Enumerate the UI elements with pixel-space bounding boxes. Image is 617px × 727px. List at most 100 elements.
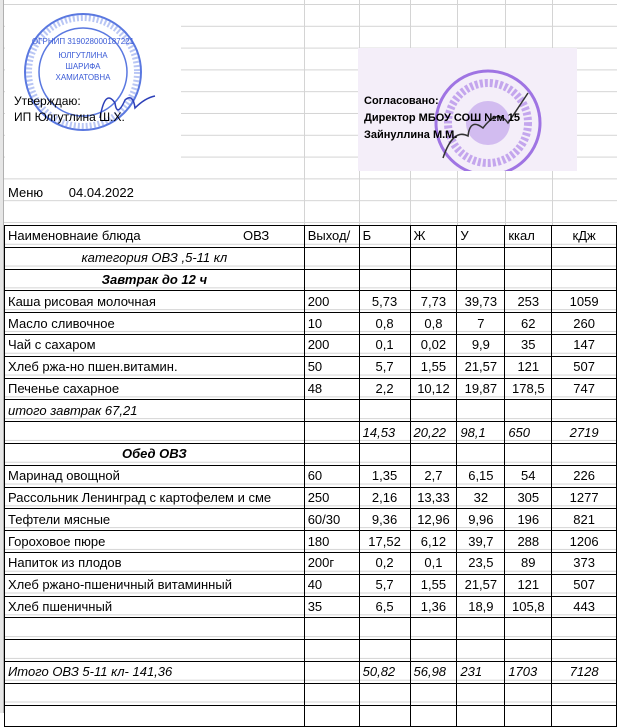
empty-cell[interactable]	[456, 399, 506, 423]
empty-cell[interactable]	[303, 617, 360, 641]
value-cell[interactable]: 1277	[551, 486, 617, 510]
empty-cell[interactable]	[358, 639, 411, 662]
empty-cell[interactable]	[504, 399, 553, 423]
empty-cell[interactable]	[409, 399, 458, 423]
header-cell[interactable]: Б	[358, 225, 411, 248]
dish-name[interactable]: Хлеб пшеничный	[4, 595, 305, 619]
dish-name[interactable]: Тефтели мясные	[4, 508, 305, 532]
dish-name[interactable]: Каша рисовая молочная	[4, 290, 305, 314]
empty-cell[interactable]	[409, 246, 458, 270]
header-cell[interactable]: Выход/	[303, 225, 360, 248]
total-value[interactable]: 7128	[551, 660, 617, 684]
value-cell[interactable]: 1,35	[358, 464, 411, 488]
empty-cell[interactable]	[504, 639, 553, 662]
empty-cell[interactable]	[358, 442, 411, 466]
empty-cell[interactable]	[456, 246, 506, 270]
category-label[interactable]: категория ОВЗ ,5-11 кл	[4, 246, 305, 270]
dish-name[interactable]: Масло сливочное	[4, 312, 305, 335]
empty-cell[interactable]	[303, 421, 360, 444]
dish-name[interactable]: Печенье сахарное	[4, 377, 305, 401]
value-cell[interactable]: 13,33	[409, 486, 458, 510]
dish-name[interactable]: Хлеб ржа-но пшен.витамин.	[4, 355, 305, 379]
value-cell[interactable]: 0,1	[358, 333, 411, 357]
value-cell[interactable]: 89	[504, 551, 553, 575]
empty-cell[interactable]	[4, 421, 305, 444]
value-cell[interactable]: 0,8	[358, 312, 411, 335]
empty-cell[interactable]	[303, 682, 360, 706]
value-cell[interactable]: 0,2	[358, 551, 411, 575]
breakfast-title[interactable]: Завтрак до 12 ч	[4, 268, 305, 292]
empty-cell[interactable]	[456, 682, 506, 706]
value-cell[interactable]: 443	[551, 595, 617, 619]
empty-cell[interactable]	[551, 399, 617, 423]
empty-cell[interactable]	[358, 268, 411, 292]
value-cell[interactable]: 2,16	[358, 486, 411, 510]
value-cell[interactable]: 12,96	[409, 508, 458, 532]
value-cell[interactable]: 5,7	[358, 355, 411, 379]
value-cell[interactable]: 21,57	[456, 355, 506, 379]
value-cell[interactable]: 10,12	[409, 377, 458, 401]
value-cell[interactable]: 121	[504, 355, 553, 379]
header-name[interactable]: Наименовнаие блюда ОВЗ	[4, 225, 305, 248]
empty-cell[interactable]	[4, 704, 305, 727]
total-value[interactable]: 20,22	[409, 421, 458, 444]
empty-cell[interactable]	[358, 704, 411, 727]
empty-cell[interactable]	[303, 660, 360, 684]
header-cell[interactable]: Ж	[409, 225, 458, 248]
value-cell[interactable]: 260	[551, 312, 617, 335]
value-cell[interactable]: 6,12	[409, 530, 458, 553]
value-cell[interactable]: 5,7	[358, 573, 411, 597]
empty-cell[interactable]	[504, 268, 553, 292]
value-cell[interactable]: 105,8	[504, 595, 553, 619]
empty-cell[interactable]	[504, 246, 553, 270]
empty-cell[interactable]	[504, 704, 553, 727]
value-cell[interactable]: 18,9	[456, 595, 506, 619]
empty-cell[interactable]	[409, 268, 458, 292]
value-cell[interactable]: 54	[504, 464, 553, 488]
value-cell[interactable]: 6,15	[456, 464, 506, 488]
total-value[interactable]: 56,98	[409, 660, 458, 684]
dish-name[interactable]: Напиток из плодов	[4, 551, 305, 575]
value-cell[interactable]: 196	[504, 508, 553, 532]
value-cell[interactable]: 35	[504, 333, 553, 357]
value-cell[interactable]: 200	[303, 290, 360, 314]
value-cell[interactable]: 9,96	[456, 508, 506, 532]
value-cell[interactable]: 10	[303, 312, 360, 335]
value-cell[interactable]: 60/30	[303, 508, 360, 532]
value-cell[interactable]: 288	[504, 530, 553, 553]
dish-name[interactable]: Хлеб ржано-пшеничный витаминный	[4, 573, 305, 597]
value-cell[interactable]: 39,7	[456, 530, 506, 553]
grand-total-label[interactable]: Итого ОВЗ 5-11 кл- 141,36	[4, 660, 305, 684]
value-cell[interactable]: 200	[303, 333, 360, 357]
value-cell[interactable]: 23,5	[456, 551, 506, 575]
empty-cell[interactable]	[551, 639, 617, 662]
empty-cell[interactable]	[358, 682, 411, 706]
empty-cell[interactable]	[303, 399, 360, 423]
total-value[interactable]: 98,1	[456, 421, 506, 444]
subtotal-label[interactable]: итого завтрак 67,21	[4, 399, 305, 423]
value-cell[interactable]: 7	[456, 312, 506, 335]
empty-cell[interactable]	[4, 682, 305, 706]
dish-name[interactable]: Чай с сахаром	[4, 333, 305, 357]
dish-name[interactable]: Рассольник Ленинград с картофелем и сме	[4, 486, 305, 510]
empty-cell[interactable]	[456, 704, 506, 727]
total-value[interactable]: 50,82	[358, 660, 411, 684]
empty-cell[interactable]	[303, 268, 360, 292]
value-cell[interactable]: 19,87	[456, 377, 506, 401]
empty-cell[interactable]	[409, 442, 458, 466]
value-cell[interactable]: 2,2	[358, 377, 411, 401]
value-cell[interactable]: 253	[504, 290, 553, 314]
value-cell[interactable]: 40	[303, 573, 360, 597]
empty-cell[interactable]	[358, 246, 411, 270]
empty-cell[interactable]	[303, 246, 360, 270]
empty-cell[interactable]	[358, 399, 411, 423]
value-cell[interactable]: 250	[303, 486, 360, 510]
empty-cell[interactable]	[504, 682, 553, 706]
empty-cell[interactable]	[409, 639, 458, 662]
empty-cell[interactable]	[456, 617, 506, 641]
dish-name[interactable]: Гороховое пюре	[4, 530, 305, 553]
empty-cell[interactable]	[551, 442, 617, 466]
value-cell[interactable]: 62	[504, 312, 553, 335]
value-cell[interactable]: 9,9	[456, 333, 506, 357]
value-cell[interactable]: 507	[551, 573, 617, 597]
